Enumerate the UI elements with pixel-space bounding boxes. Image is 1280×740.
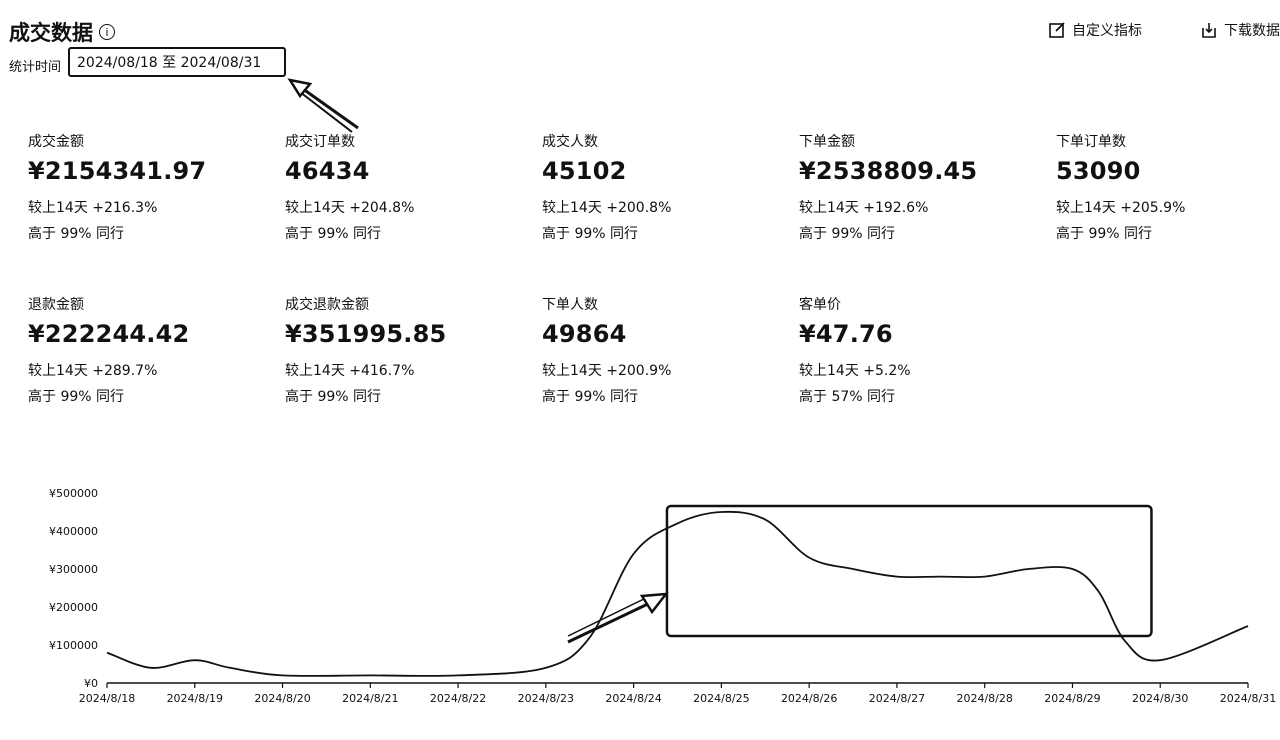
metric-change: 较上14天 +289.7% [28, 363, 158, 379]
metric-value: 46434 [285, 157, 370, 185]
download-icon [1200, 21, 1218, 39]
x-tick-label: 2024/8/20 [254, 692, 310, 705]
download-data-button[interactable]: 下载数据 [1200, 20, 1280, 40]
page-title-text: 成交数据 [9, 21, 93, 45]
y-tick-label: ¥0 [84, 677, 98, 690]
metric-change: 较上14天 +200.9% [542, 363, 672, 379]
series-line [106, 510, 1249, 677]
annotation-arrow-shaft [567, 600, 653, 644]
metric-change: 较上14天 +204.8% [285, 200, 415, 216]
x-tick-label: 2024/8/29 [1044, 692, 1100, 705]
highlight-box [665, 504, 1153, 638]
metric-value: ¥2154341.97 [28, 157, 207, 185]
metric-label: 成交订单数 [285, 134, 355, 150]
x-tick-label: 2024/8/23 [518, 692, 574, 705]
page-title: 成交数据 i [9, 17, 115, 47]
metric-change: 较上14天 +205.9% [1056, 200, 1186, 216]
metric-card-buyers[interactable]: 成交人数 45102 较上14天 +200.8% 高于 99% 同行 [542, 131, 782, 243]
metric-value: 53090 [1056, 157, 1141, 185]
metric-change: 较上14天 +200.8% [542, 200, 672, 216]
x-tick-label: 2024/8/19 [167, 692, 223, 705]
x-tick-label: 2024/8/22 [430, 692, 486, 705]
annotation-arrow-head [639, 592, 669, 615]
x-tick-label: 2024/8/31 [1220, 692, 1276, 705]
x-tick-label: 2024/8/27 [869, 692, 925, 705]
metric-label: 下单人数 [542, 297, 598, 313]
metric-value: 49864 [542, 320, 627, 348]
metric-card-order-amount[interactable]: 下单金额 ¥2538809.45 较上14天 +192.6% 高于 99% 同行 [799, 131, 1039, 243]
metric-card-refund-amount[interactable]: 退款金额 ¥222244.42 较上14天 +289.7% 高于 99% 同行 [28, 294, 268, 406]
metric-rank: 高于 99% 同行 [285, 389, 382, 405]
stat-period-label: 统计时间 [9, 60, 62, 75]
metric-value: ¥2538809.45 [799, 157, 978, 185]
metric-label: 成交退款金额 [285, 297, 369, 313]
trend-line-chart[interactable]: ¥0 ¥100000 ¥200000 ¥300000 ¥400000 ¥500000 202… [0, 470, 1280, 730]
y-tick-label: ¥100000 [49, 639, 98, 652]
metric-rank: 高于 57% 同行 [799, 389, 896, 405]
customize-metrics-button[interactable]: 自定义指标 [1048, 20, 1142, 40]
metric-value: ¥222244.42 [28, 320, 190, 348]
metric-change: 较上14天 +216.3% [28, 200, 158, 216]
x-tick-label: 2024/8/30 [1132, 692, 1188, 705]
edit-icon [1048, 21, 1066, 39]
metric-change: 较上14天 +5.2% [799, 363, 911, 379]
metric-value: ¥47.76 [799, 320, 893, 348]
metric-label: 退款金额 [28, 297, 84, 313]
x-tick-label: 2024/8/18 [79, 692, 135, 705]
metric-change: 较上14天 +416.7% [285, 363, 415, 379]
customize-metrics-label: 自定义指标 [1072, 23, 1142, 39]
metric-card-avg-price[interactable]: 客单价 ¥47.76 较上14天 +5.2% 高于 57% 同行 [799, 294, 1039, 406]
metric-label: 成交人数 [542, 134, 598, 150]
annotation-arrow-shaft-inner [567, 595, 651, 637]
metric-label: 下单金额 [799, 134, 855, 150]
metric-card-gmv[interactable]: 成交金额 ¥2154341.97 较上14天 +216.3% 高于 99% 同行 [28, 131, 268, 243]
date-range-picker[interactable]: 2024/08/18 至 2024/08/31 [68, 47, 286, 77]
x-tick-label: 2024/8/26 [781, 692, 837, 705]
annotation-arrow-date [287, 78, 359, 133]
metric-rank: 高于 99% 同行 [542, 226, 639, 242]
metric-value: 45102 [542, 157, 627, 185]
metric-card-orders[interactable]: 成交订单数 46434 较上14天 +204.8% 高于 99% 同行 [285, 131, 525, 243]
metric-card-order-users[interactable]: 下单人数 49864 较上14天 +200.9% 高于 99% 同行 [542, 294, 782, 406]
metric-rank: 高于 99% 同行 [285, 226, 382, 242]
y-tick-label: ¥300000 [49, 563, 98, 576]
metric-rank: 高于 99% 同行 [799, 226, 896, 242]
metric-change: 较上14天 +192.6% [799, 200, 929, 216]
metric-value: ¥351995.85 [285, 320, 447, 348]
x-tick-label: 2024/8/28 [956, 692, 1012, 705]
y-tick-label: ¥200000 [49, 601, 98, 614]
metric-rank: 高于 99% 同行 [542, 389, 639, 405]
metric-rank: 高于 99% 同行 [28, 389, 125, 405]
x-tick-label: 2024/8/24 [605, 692, 661, 705]
metric-card-paid-refund[interactable]: 成交退款金额 ¥351995.85 较上14天 +416.7% 高于 99% 同… [285, 294, 525, 406]
metric-label: 客单价 [799, 297, 841, 313]
metric-label: 成交金额 [28, 134, 84, 150]
y-tick-label: ¥500000 [49, 487, 98, 500]
metric-rank: 高于 99% 同行 [28, 226, 125, 242]
x-tick-label: 2024/8/21 [342, 692, 398, 705]
metric-rank: 高于 99% 同行 [1056, 226, 1153, 242]
x-tick-label: 2024/8/25 [693, 692, 749, 705]
download-data-label: 下载数据 [1224, 23, 1280, 39]
info-icon[interactable]: i [99, 24, 115, 40]
metric-label: 下单订单数 [1056, 134, 1126, 150]
y-tick-label: ¥400000 [49, 525, 98, 538]
metric-card-placed-orders[interactable]: 下单订单数 53090 较上14天 +205.9% 高于 99% 同行 [1056, 131, 1266, 243]
